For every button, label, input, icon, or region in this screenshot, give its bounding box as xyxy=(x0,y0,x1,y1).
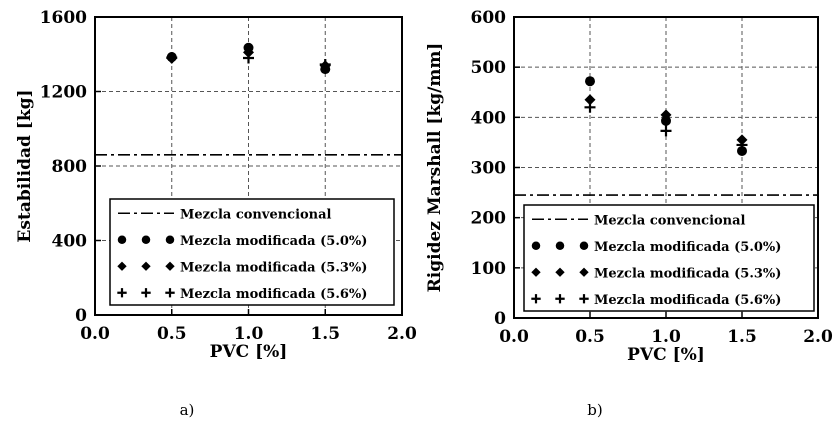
data-point xyxy=(660,109,672,121)
legend-marker xyxy=(117,261,127,271)
legend-marker xyxy=(531,294,541,304)
series-plus xyxy=(584,101,748,151)
data-point xyxy=(737,145,747,156)
chart-panel-1: 0.0 0.5 1.0 1.5 2.0 0 400 800 1200 1600 PVC [%] Est… xyxy=(15,8,417,419)
legend-marker xyxy=(579,294,589,304)
legend-marker xyxy=(165,235,175,244)
data-point xyxy=(661,115,671,126)
data-point xyxy=(166,52,178,64)
x-tick-label: 1.0 xyxy=(234,324,264,344)
legend-label: Mezcla modificada (5.6%) xyxy=(180,287,367,302)
legend-box xyxy=(523,204,815,312)
y-tick-label: 600 xyxy=(471,8,507,28)
legend-marker xyxy=(555,267,565,277)
panel-caption: b) xyxy=(587,401,602,419)
legend-marker xyxy=(141,235,151,244)
chart-panel-2: 0.0 0.5 1.0 1.5 2.0 0 100 200 300 400 500 600 PVC [%… xyxy=(425,8,833,419)
x-tick-label: 2.0 xyxy=(387,324,417,344)
data-point xyxy=(243,46,254,58)
y-tick-label: 0 xyxy=(494,309,506,329)
x-axis-label: PVC [%] xyxy=(627,345,705,365)
legend-marker xyxy=(579,267,589,277)
data-point xyxy=(660,125,672,137)
x-tick-label: 2.0 xyxy=(803,327,833,347)
y-axis-label: Estabilidad [kg] xyxy=(15,89,35,242)
x-tick-label: 1.5 xyxy=(727,327,757,347)
legend-label: Mezcla modificada (5.0%) xyxy=(594,240,781,255)
legend-label: Mezcla convencional xyxy=(180,207,332,222)
x-tick-label: 0.5 xyxy=(575,327,605,347)
legend-marker xyxy=(165,288,175,298)
x-tick-label: 0.5 xyxy=(157,324,187,344)
legend-marker xyxy=(165,261,175,271)
legend-marker xyxy=(141,288,151,298)
y-tick-label: 1200 xyxy=(40,83,87,103)
y-tick-label: 100 xyxy=(471,259,507,279)
data-point xyxy=(585,76,595,87)
legend-label: Mezcla modificada (5.3%) xyxy=(594,266,781,281)
legend-label: Mezcla convencional xyxy=(594,213,746,228)
panel-caption: a) xyxy=(180,401,195,419)
x-tick-label: 0.0 xyxy=(499,327,529,347)
series-diamond xyxy=(166,46,331,72)
y-tick-label: 0 xyxy=(75,306,87,326)
y-tick-label: 200 xyxy=(471,209,507,229)
legend-marker xyxy=(117,288,127,298)
series-plus xyxy=(166,52,331,70)
x-tick-label: 1.0 xyxy=(651,327,681,347)
legend-label: Mezcla modificada (5.6%) xyxy=(594,293,781,308)
y-tick-label: 400 xyxy=(471,108,507,128)
legend-label: Mezcla modificada (5.3%) xyxy=(180,260,367,275)
x-tick-label: 1.5 xyxy=(310,324,340,344)
legend-marker xyxy=(555,294,565,304)
legend: Mezcla convencional Mezcla modificada (5.… xyxy=(523,204,815,312)
legend-marker xyxy=(141,261,151,271)
data-point xyxy=(243,52,254,64)
y-tick-label: 1600 xyxy=(40,8,87,28)
series-circle xyxy=(585,76,747,156)
legend-marker xyxy=(531,267,541,277)
data-point xyxy=(584,101,596,113)
legend-marker xyxy=(531,241,541,250)
legend-marker xyxy=(555,241,565,250)
y-tick-label: 400 xyxy=(52,232,88,252)
data-point xyxy=(736,139,748,151)
legend: Mezcla convencional Mezcla modificada (5.… xyxy=(109,198,395,306)
y-tick-label: 800 xyxy=(52,157,88,177)
y-tick-label: 300 xyxy=(471,159,507,179)
data-point xyxy=(584,94,596,106)
legend-marker xyxy=(579,241,589,250)
y-axis-label: Rigidez Marshall [kg/mm] xyxy=(425,43,445,293)
data-point xyxy=(319,58,331,70)
x-tick-label: 0.0 xyxy=(80,324,110,344)
legend-box xyxy=(109,198,395,306)
y-tick-label: 500 xyxy=(471,58,507,78)
legend-label: Mezcla modificada (5.0%) xyxy=(180,234,367,249)
x-axis-label: PVC [%] xyxy=(210,342,288,362)
legend-marker xyxy=(117,235,127,244)
